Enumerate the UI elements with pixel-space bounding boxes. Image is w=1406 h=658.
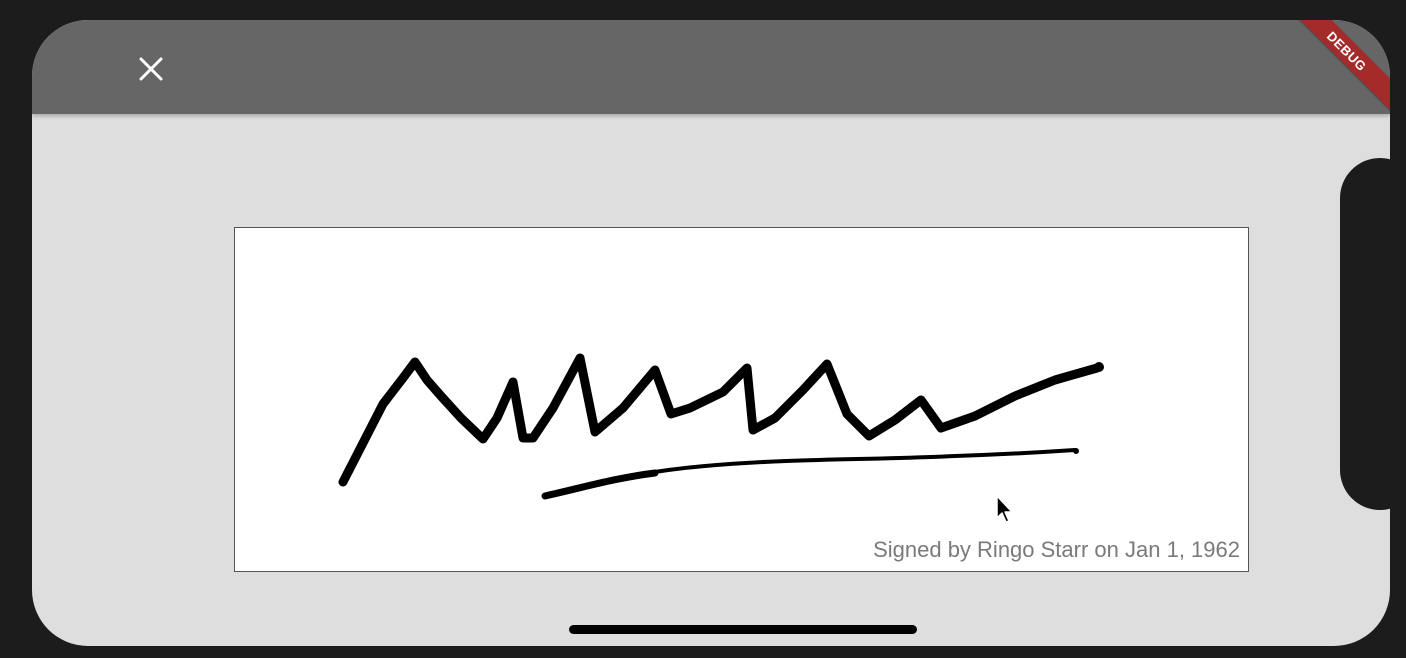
app-screen: DEBUG Signed by Ringo Starr on Jan 1, 19… [32,20,1390,646]
signature-underline-thick [541,469,659,500]
debug-banner: DEBUG [1272,20,1390,126]
signature-drawing [338,353,1104,500]
signature-caption: Signed by Ringo Starr on Jan 1, 1962 [873,537,1240,562]
signature-underline [543,448,1077,498]
signature-stroke-main [338,353,1102,487]
home-indicator[interactable] [569,625,917,634]
close-icon [139,57,163,81]
close-button[interactable] [128,46,174,92]
device-notch [1340,158,1406,510]
signature-stroke-end-dot [1094,362,1104,372]
signature-pad[interactable]: Signed by Ringo Starr on Jan 1, 1962 [234,227,1249,572]
signature-underline-end-dot [1073,448,1079,454]
app-bar: DEBUG [32,20,1390,126]
debug-banner-label: DEBUG [1324,28,1370,74]
mouse-pointer-icon [996,495,1013,523]
